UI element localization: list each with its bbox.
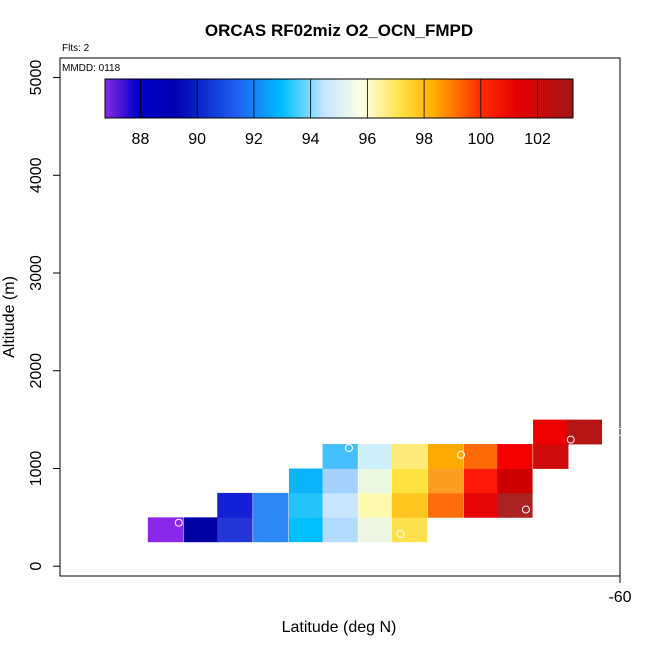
y-tick-label: 0 <box>28 562 45 571</box>
colorbar-tick-label: 102 <box>524 131 551 148</box>
colorbar-tick-label: 96 <box>358 131 376 148</box>
y-axis: 0 1000 2000 3000 4000 5000 <box>28 60 60 571</box>
heatmap-cell <box>533 419 569 445</box>
y-tick-label: 4000 <box>28 157 45 193</box>
data-point-marker <box>521 505 530 514</box>
heatmap-cell <box>566 419 603 445</box>
heatmap-cell <box>391 468 428 494</box>
heatmap-cell <box>147 517 184 543</box>
colorbar-tick-label: 92 <box>245 131 263 148</box>
colorbar-tick-label: 98 <box>415 131 433 148</box>
data-point-marker <box>174 518 183 527</box>
chart-title: ORCAS RF02miz O2_OCN_FMPD <box>205 21 473 40</box>
heatmap-cell <box>253 517 289 543</box>
heatmap-cell <box>322 492 358 518</box>
heatmap-cell <box>463 468 499 494</box>
heatmap-cell <box>253 492 289 518</box>
y-tick-label: 1000 <box>28 451 45 487</box>
heatmap-cell <box>217 492 253 518</box>
y-tick-label: 5000 <box>28 60 45 96</box>
heatmap-cell <box>463 492 499 518</box>
x-axis-label: Latitude (deg N) <box>282 619 397 636</box>
heatmap-cell <box>358 444 394 469</box>
heatmap-cell <box>358 468 394 494</box>
heatmap-cell <box>391 444 428 469</box>
heatmap-cell <box>217 517 253 543</box>
heatmap-cell <box>533 444 569 469</box>
heatmap-cell <box>427 492 464 518</box>
data-point-marker <box>616 427 624 436</box>
colorbar: 88 90 92 94 96 98 100 102 <box>104 78 574 148</box>
heatmap-cell <box>497 492 533 518</box>
heatmap-cell <box>497 444 533 469</box>
colorbar-tick-label: 100 <box>467 131 494 148</box>
y-tick-label: 2000 <box>28 353 45 389</box>
colorbar-tick-label: 94 <box>302 131 320 148</box>
flights-annotation: Flts: 2 <box>62 43 90 54</box>
date-annotation: MMDD: 0118 <box>62 63 121 74</box>
heatmap-cell <box>358 517 394 543</box>
y-axis-label: Altitude (m) <box>1 276 18 358</box>
heatmap-cell <box>358 492 394 518</box>
y-tick-label: 3000 <box>28 255 45 291</box>
heatmap-cell <box>322 468 358 494</box>
heatmap-cell <box>322 517 358 543</box>
plot-frame <box>59 57 621 577</box>
data-markers <box>174 427 624 538</box>
heatmap-cell <box>427 468 464 494</box>
data-point-marker <box>566 435 575 444</box>
heatmap-cell <box>497 468 533 494</box>
x-tick-label: -60 <box>608 589 631 606</box>
heatmap-cell <box>288 517 325 543</box>
data-point-marker <box>396 529 405 538</box>
heatmap-cell <box>288 468 325 494</box>
x-axis: -60 <box>608 576 632 606</box>
colorbar-tick-label: 90 <box>188 131 206 148</box>
colorbar-tick-label: 88 <box>132 131 150 148</box>
data-point-marker <box>344 443 353 452</box>
heatmap-cell <box>427 444 464 469</box>
heatmap-cell <box>183 517 219 543</box>
data-point-marker <box>456 450 465 459</box>
heatmap-cells <box>147 419 603 543</box>
heatmap-cell <box>391 517 428 543</box>
heatmap-cell <box>463 444 499 469</box>
heatmap-cell <box>288 492 325 518</box>
colorbar-gradient <box>104 78 574 119</box>
heatmap-cell <box>391 492 428 518</box>
